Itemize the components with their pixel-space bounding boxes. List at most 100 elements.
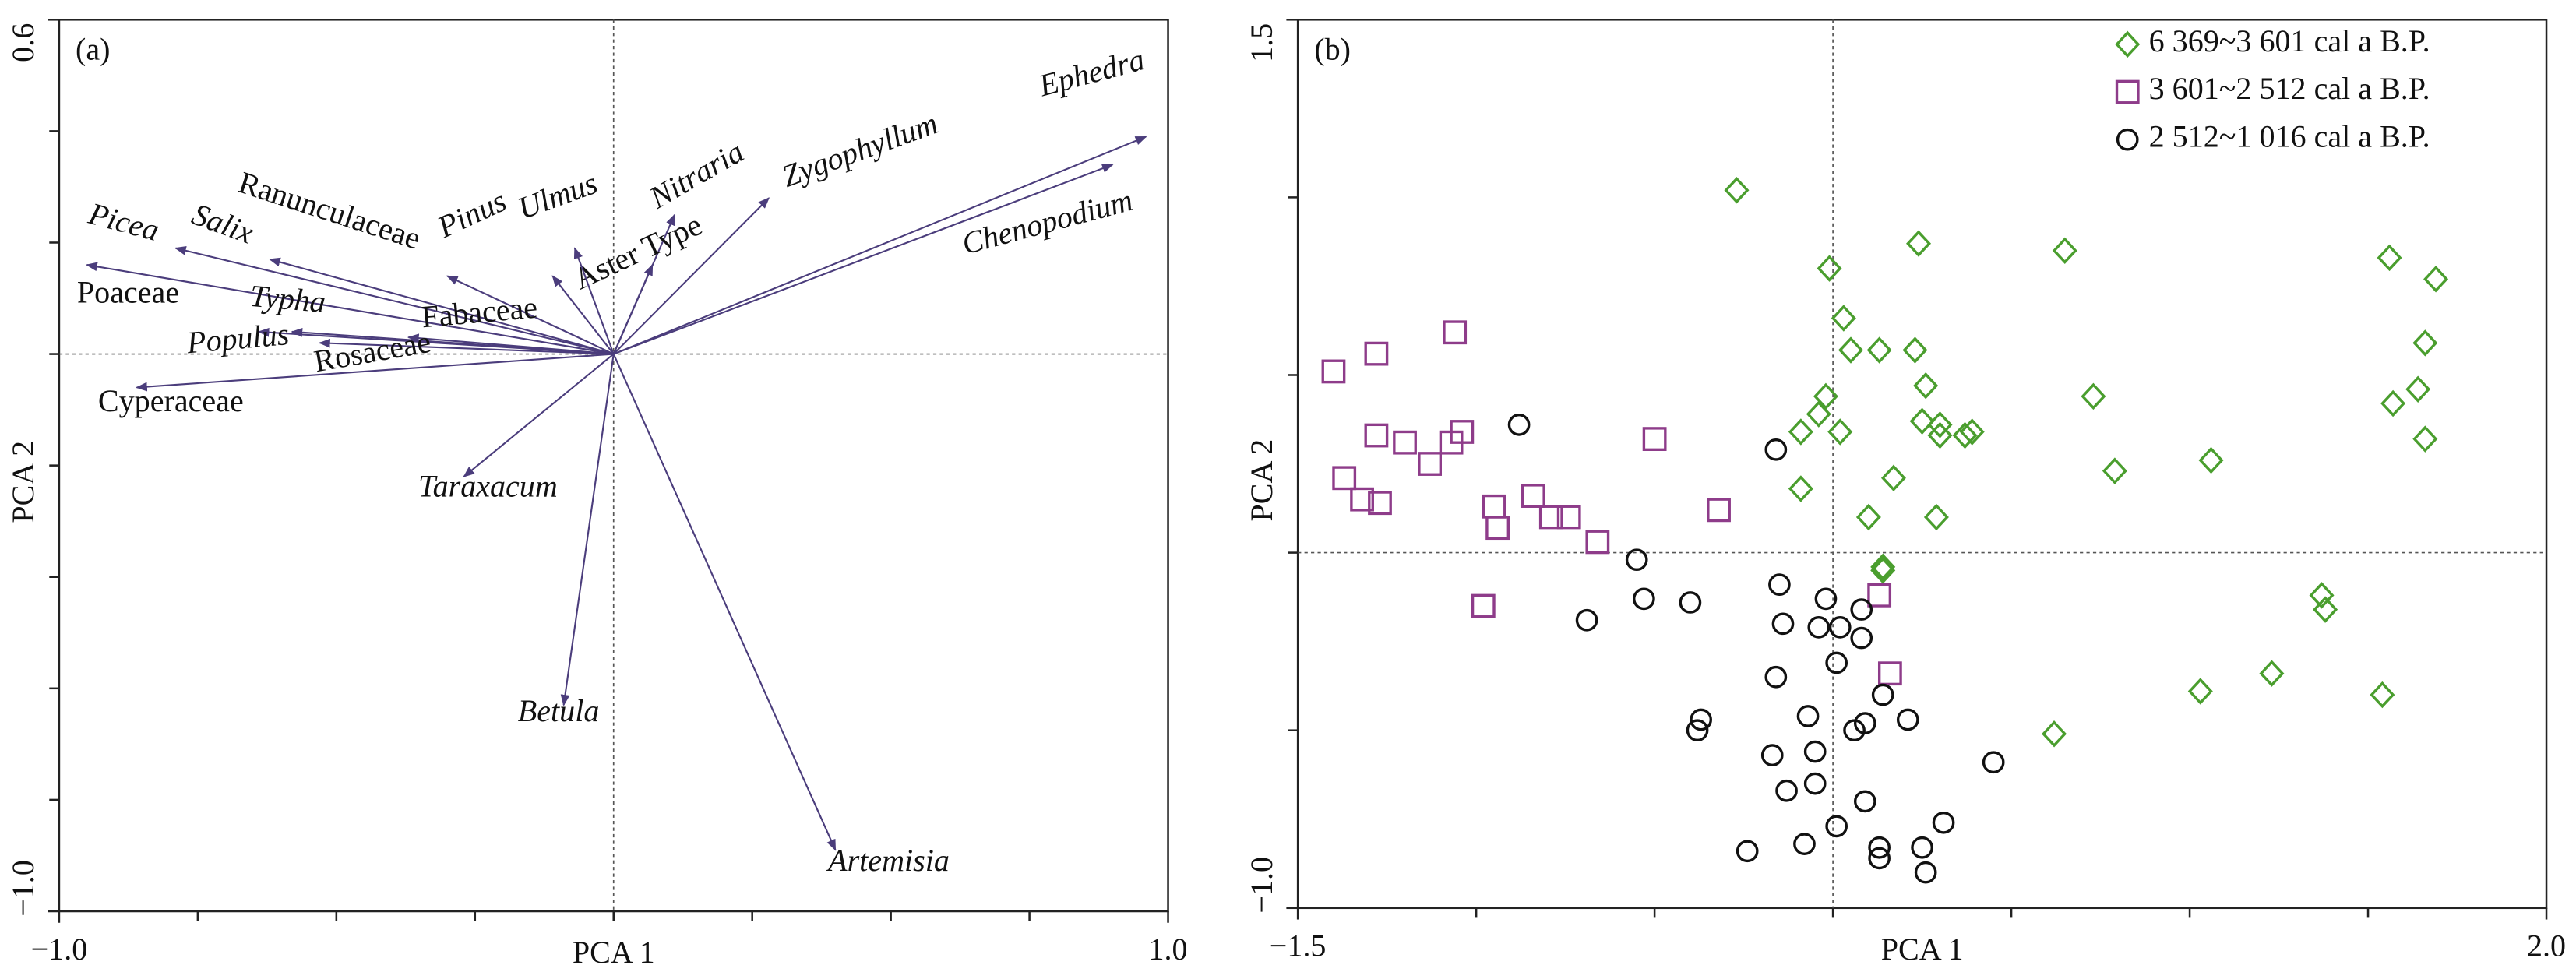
point	[1843, 719, 1866, 742]
point	[1321, 359, 1346, 384]
point	[1332, 466, 1357, 491]
point	[1806, 400, 1831, 428]
arrow-label: Chenopodium	[958, 182, 1136, 262]
point	[1707, 498, 1731, 523]
point	[2377, 244, 2402, 272]
point	[1913, 372, 1939, 400]
legend-label: 2 512~1 016 cal a B.P.	[2149, 118, 2430, 153]
point	[1952, 421, 1978, 449]
x-tick-label: −1.5	[1270, 928, 1327, 963]
point	[1853, 790, 1876, 813]
x-axis-label: PCA 1	[1881, 932, 1964, 967]
arrow-label: Ulmus	[513, 165, 602, 226]
x-axis-label: PCA 1	[573, 935, 655, 970]
point	[1788, 418, 1813, 446]
point	[1914, 861, 1937, 884]
point	[2412, 329, 2438, 357]
loading-arrow	[318, 338, 614, 355]
point	[1538, 505, 1563, 530]
loading-arrow	[463, 353, 615, 477]
point	[1838, 336, 1864, 364]
point	[1393, 430, 1417, 455]
point	[1803, 772, 1827, 795]
point	[1927, 411, 1953, 438]
point	[1902, 336, 1928, 364]
point	[1825, 651, 1848, 674]
arrow-label: Picea	[84, 195, 163, 248]
point	[1870, 553, 1896, 581]
point	[2380, 389, 2406, 417]
loading-arrow	[612, 354, 837, 851]
point	[1868, 847, 1891, 870]
point	[2259, 660, 2285, 687]
loading-arrow	[268, 257, 615, 355]
point	[1642, 427, 1667, 451]
point	[1736, 840, 1759, 863]
loading-arrow	[446, 275, 615, 355]
loading-arrow	[86, 262, 614, 355]
point	[2313, 596, 2338, 623]
point	[2309, 582, 2335, 609]
point	[1507, 414, 1531, 436]
point	[1870, 557, 1896, 584]
legend-label: 6 369~3 601 cal a B.P.	[2149, 23, 2430, 58]
point	[1679, 591, 1702, 614]
point	[1471, 593, 1496, 618]
point	[1803, 740, 1827, 763]
point	[1485, 516, 1510, 541]
point	[1760, 744, 1784, 766]
y-tick-label: 1.5	[1244, 23, 1279, 62]
point	[1625, 548, 1648, 572]
x-tick-label: 2.0	[2527, 928, 2566, 963]
arrow-label: Betula	[518, 693, 600, 728]
point	[2187, 678, 2213, 705]
x-tick-label: 1.0	[1149, 932, 1188, 967]
loading-arrow	[551, 275, 615, 355]
point	[1850, 598, 1873, 621]
point	[1556, 505, 1581, 530]
point	[1771, 612, 1795, 636]
loading-arrow	[560, 354, 615, 706]
y-tick-label: −1.0	[5, 860, 41, 917]
point	[1775, 779, 1798, 802]
legend-marker	[2116, 128, 2139, 151]
point	[1768, 573, 1791, 596]
panel-label: (a)	[76, 32, 110, 67]
arrow-label: Zygophyllum	[777, 105, 943, 194]
legend-marker	[2115, 79, 2140, 104]
point	[1686, 719, 1709, 742]
point	[1867, 583, 1892, 608]
loading-arrow	[573, 247, 615, 354]
arrow-label: Typha	[248, 278, 327, 319]
point	[2405, 375, 2431, 403]
arrow-label: Artemisia	[826, 843, 950, 878]
point	[1796, 705, 1820, 727]
y-axis-label: PCA 2	[5, 441, 41, 523]
point	[2042, 720, 2067, 748]
point	[1959, 418, 1985, 446]
point	[1866, 336, 1892, 364]
point	[2052, 237, 2077, 265]
point	[2102, 457, 2127, 484]
point	[1364, 341, 1389, 366]
panel-label: (b)	[1314, 32, 1351, 67]
loading-arrow	[174, 246, 614, 355]
loading-arrow	[136, 353, 614, 392]
y-tick-label: 0.6	[5, 23, 41, 62]
point	[1831, 305, 1856, 332]
point	[1418, 452, 1442, 476]
arrow-label: Ranunculaceae	[234, 164, 425, 256]
point	[1927, 421, 1953, 449]
point	[1575, 608, 1598, 632]
point	[1850, 626, 1873, 650]
arrow-label: Nitraria	[643, 134, 749, 216]
loading-arrow	[257, 327, 614, 355]
arrow-label: Salix	[188, 196, 259, 251]
arrow-label: Aster Type	[569, 206, 707, 296]
loading-arrow	[613, 164, 1114, 355]
point	[2081, 382, 2106, 410]
point	[1923, 503, 1949, 531]
point	[1906, 230, 1932, 257]
point	[1364, 423, 1389, 448]
